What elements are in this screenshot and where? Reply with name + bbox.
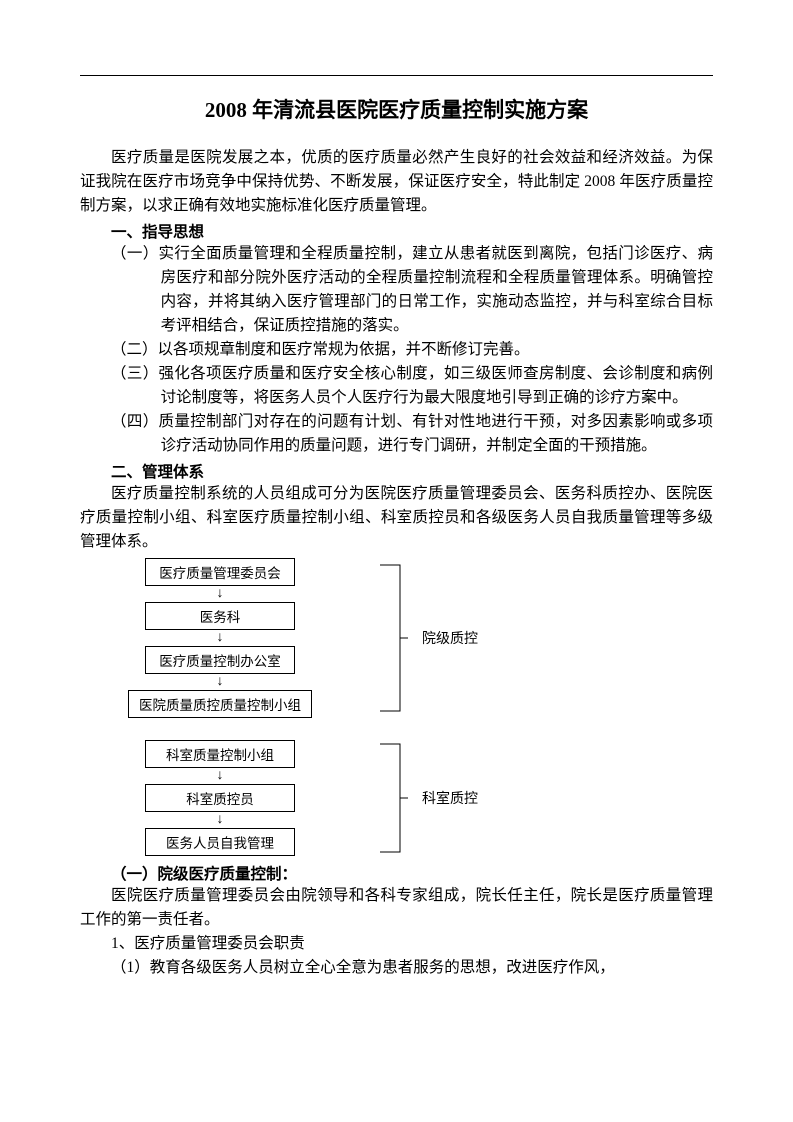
section-1-heading: 一、指导思想 (80, 220, 713, 242)
diagram-left-col-2: 科室质量控制小组 ↓ 科室质控员 ↓ 医务人员自我管理 (80, 740, 360, 856)
bracket-icon (378, 742, 408, 854)
diagram-group-department: 科室质量控制小组 ↓ 科室质控员 ↓ 医务人员自我管理 科室质控 (80, 740, 713, 856)
section-1-item-1: （一）实行全面质量管理和全程质量控制，建立从患者就医到离院，包括门诊医疗、病房医… (80, 242, 713, 338)
arrow-down-icon: ↓ (217, 675, 224, 689)
section-2-sub1-heading: （一）院级医疗质量控制： (80, 862, 713, 884)
top-rule (80, 75, 713, 76)
section-2-heading: 二、管理体系 (80, 460, 713, 482)
diagram-gap (80, 718, 713, 740)
diagram-bracket-1: 院级质控 (378, 558, 478, 718)
intro-paragraph: 医疗质量是医院发展之本，优质的医疗质量必然产生良好的社会效益和经济效益。为保证我… (80, 146, 713, 218)
diagram-left-col-1: 医疗质量管理委员会 ↓ 医务科 ↓ 医疗质量控制办公室 ↓ 医院质量质控质量控制… (80, 558, 360, 718)
diagram-node: 医疗质量管理委员会 (145, 558, 295, 586)
section-2-paragraph: 医疗质量控制系统的人员组成可分为医院医疗质量管理委员会、医务科质控办、医院医疗质… (80, 482, 713, 554)
diagram-node: 医务人员自我管理 (145, 828, 295, 856)
diagram-bracket-2: 科室质控 (378, 740, 478, 856)
document-page: 2008 年清流县医院医疗质量控制实施方案 医疗质量是医院发展之本，优质的医疗质… (0, 0, 793, 1122)
diagram-group-label: 院级质控 (422, 628, 478, 648)
diagram-node: 医务科 (145, 602, 295, 630)
arrow-down-icon: ↓ (217, 813, 224, 827)
section-2-sub1-p1: 医院医疗质量管理委员会由院领导和各科专家组成，院长任主任，院长是医疗质量管理工作… (80, 884, 713, 932)
section-1-item-2: （二）以各项规章制度和医疗常规为依据，并不断修订完善。 (80, 338, 713, 362)
arrow-down-icon: ↓ (217, 587, 224, 601)
section-1-item-4: （四）质量控制部门对存在的问题有计划、有针对性地进行干预，对多因素影响或多项诊疗… (80, 410, 713, 458)
bracket-icon (378, 563, 408, 713)
diagram-node: 科室质量控制小组 (145, 740, 295, 768)
page-title: 2008 年清流县医院医疗质量控制实施方案 (80, 94, 713, 124)
section-1-item-3: （三）强化各项医疗质量和医疗安全核心制度，如三级医师查房制度、会诊制度和病例讨论… (80, 362, 713, 410)
diagram-node: 医院质量质控质量控制小组 (128, 690, 312, 718)
diagram-node: 科室质控员 (145, 784, 295, 812)
arrow-down-icon: ↓ (217, 631, 224, 645)
section-2-sub1-p3: （1）教育各级医务人员树立全心全意为患者服务的思想，改进医疗作风， (80, 956, 713, 980)
diagram-node: 医疗质量控制办公室 (145, 646, 295, 674)
arrow-down-icon: ↓ (217, 769, 224, 783)
section-2-sub1-p2: 1、医疗质量管理委员会职责 (80, 932, 713, 956)
org-diagram: 医疗质量管理委员会 ↓ 医务科 ↓ 医疗质量控制办公室 ↓ 医院质量质控质量控制… (80, 558, 713, 856)
diagram-group-label: 科室质控 (422, 788, 478, 808)
diagram-group-hospital: 医疗质量管理委员会 ↓ 医务科 ↓ 医疗质量控制办公室 ↓ 医院质量质控质量控制… (80, 558, 713, 718)
